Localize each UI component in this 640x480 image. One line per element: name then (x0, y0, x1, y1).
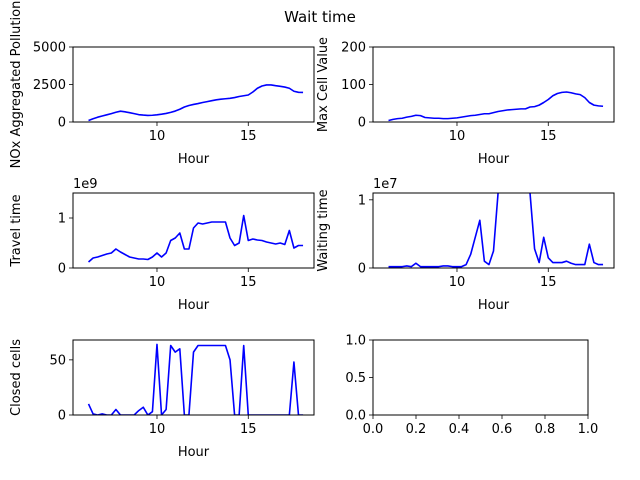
x-tick-label: 0.2 (406, 422, 427, 437)
series-line (388, 91, 604, 122)
subplot-4: 10 15 0 1 1e7 Hour Waiting time (316, 177, 615, 313)
y-tick-label: 50 (49, 353, 66, 368)
subplot-6: 0.0 0.2 0.4 0.6 0.8 1.0 0.0 0.5 1.0 (345, 334, 598, 438)
subplot-2: 10 15 0 100 200 Hour Max Cell Value (316, 37, 615, 167)
x-tick-label: 15 (240, 129, 257, 144)
y-tick-label: 0.5 (345, 371, 366, 386)
axes-frame (372, 192, 615, 269)
x-tick-label: 0.4 (449, 422, 470, 437)
y-tick-label: 0 (58, 116, 66, 131)
y-tick-label: 0 (358, 116, 366, 131)
series-line (388, 193, 604, 268)
y-tick-label: 0 (58, 409, 66, 424)
y-tick-label: 200 (341, 41, 366, 56)
axes-frame (72, 192, 315, 269)
y-axis-label: Travel time (9, 194, 24, 267)
y-axis-label: Max Cell Value (316, 37, 331, 132)
x-tick-label: 15 (240, 275, 257, 290)
y-tick-label: 5000 (33, 41, 66, 56)
series-line (88, 84, 304, 122)
y-tick-label: 0 (58, 262, 66, 277)
y-axis-label: Closed cells (9, 339, 24, 416)
subplot-3: 10 15 0 1 1e9 Hour Travel time (9, 177, 315, 313)
y-axis-label: NOx Aggregated Pollution (9, 1, 24, 169)
y-axis-label: Waiting time (316, 189, 331, 271)
y-tick-label: 0.0 (345, 409, 366, 424)
figure-title: Wait time (284, 8, 356, 26)
x-tick-label: 1.0 (578, 422, 599, 437)
y-tick-label: 0 (358, 262, 366, 277)
y-offset-label: 1e9 (73, 177, 98, 192)
x-axis-label: Hour (178, 445, 210, 460)
y-tick-label: 1 (58, 212, 66, 227)
y-offset-label: 1e7 (373, 177, 398, 192)
y-tick-label: 1 (358, 193, 366, 208)
x-tick-label: 10 (149, 422, 166, 437)
x-tick-label: 10 (149, 275, 166, 290)
y-tick-label: 100 (341, 78, 366, 93)
x-axis-label: Hour (178, 152, 210, 167)
series-line (87, 214, 304, 263)
x-tick-label: 0.0 (363, 422, 384, 437)
y-tick-label: 2500 (33, 78, 66, 93)
x-tick-label: 0.6 (492, 422, 513, 437)
y-tick-label: 1.0 (345, 334, 366, 349)
x-tick-label: 0.8 (535, 422, 556, 437)
x-tick-label: 10 (449, 275, 466, 290)
subplot-5: 10 15 0 50 Hour Closed cells (9, 339, 315, 460)
x-tick-label: 15 (240, 422, 257, 437)
x-tick-label: 10 (449, 129, 466, 144)
x-axis-label: Hour (178, 298, 210, 313)
axes-frame (72, 339, 315, 416)
x-axis-label: Hour (478, 152, 510, 167)
series-line (87, 343, 304, 415)
x-tick-label: 15 (540, 129, 557, 144)
subplot-1: 10 15 0 2500 5000 Hour NOx Aggregated Pollutio… (9, 1, 315, 169)
x-tick-label: 15 (540, 275, 557, 290)
x-tick-label: 10 (149, 129, 166, 144)
x-axis-label: Hour (478, 298, 510, 313)
